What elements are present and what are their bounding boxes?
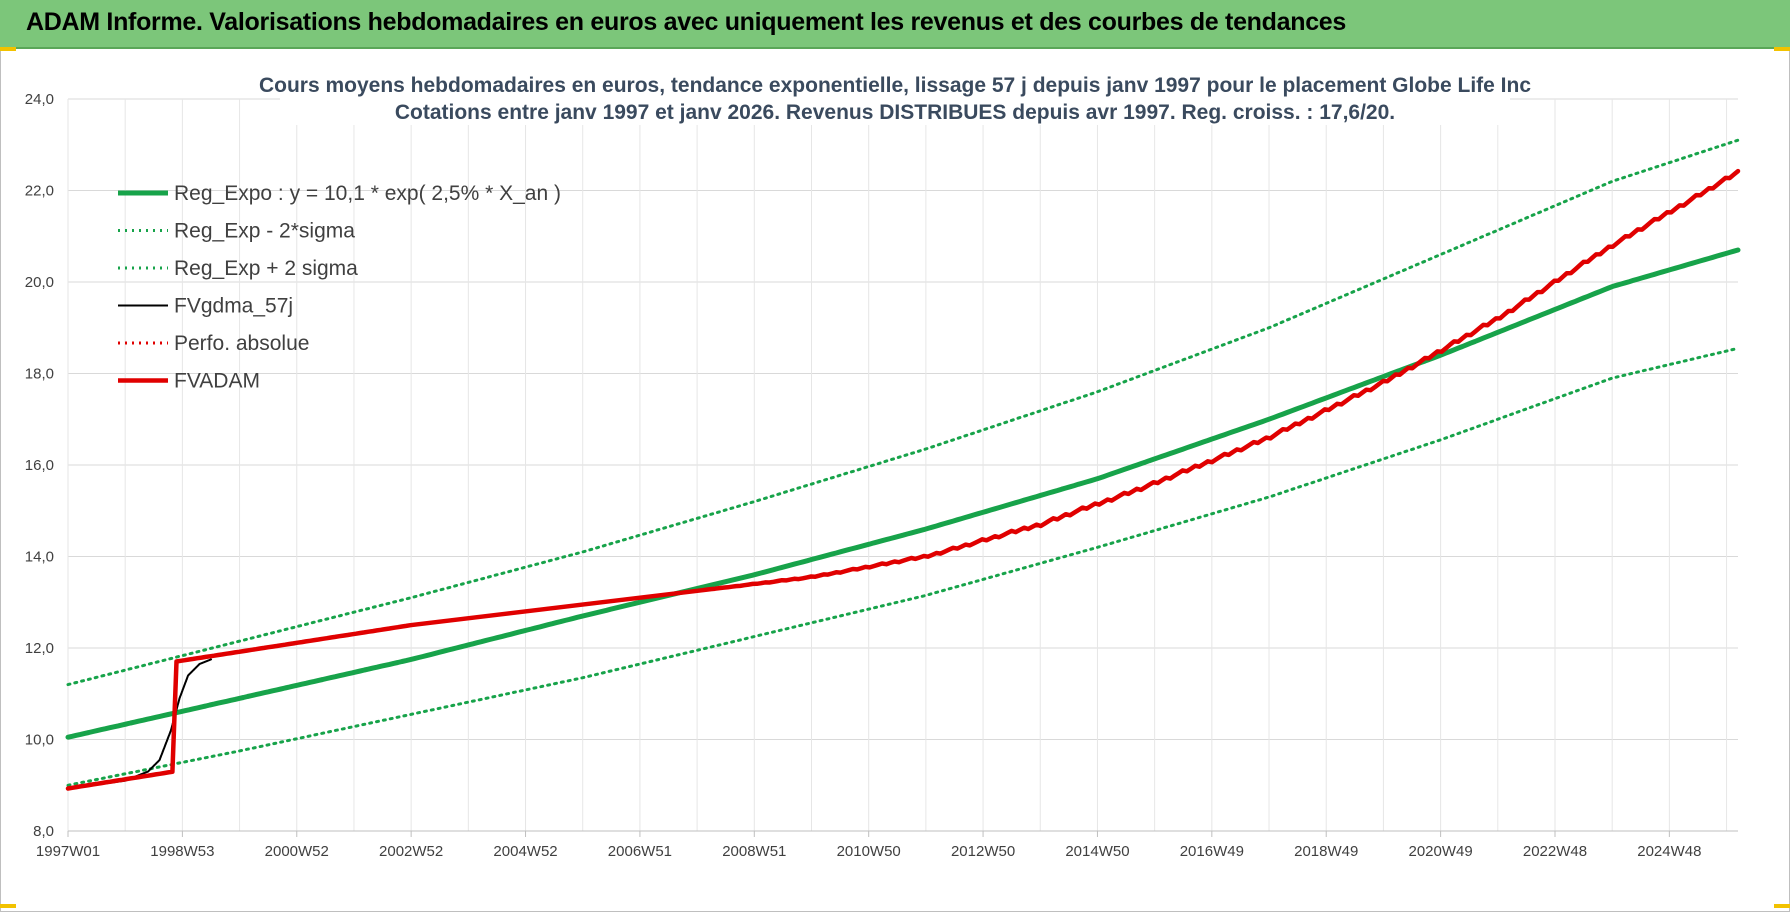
- x-tick-label: 2016W49: [1180, 843, 1244, 860]
- legend-label-1: Reg_Exp - 2*sigma: [174, 220, 355, 243]
- chart-series: [65, 138, 1741, 791]
- chart-grid: [67, 98, 1738, 832]
- series-line-1: [66, 346, 1740, 787]
- x-tick-label: 2020W49: [1408, 843, 1472, 860]
- corner-marker-left: [0, 47, 16, 51]
- y-axis-ticks: 8,0 10,0 12,0 14,0 16,0 18,0 20,0 22,0 24,0: [25, 91, 54, 840]
- y-tick-label: 14,0: [25, 549, 54, 566]
- legend-label-2: Reg_Exp + 2 sigma: [174, 257, 358, 280]
- x-axis-ticks: 1997W01 1998W53 2000W52 2002W52 2004W52 2006W…: [36, 831, 1701, 860]
- x-tick-label: 2006W51: [608, 843, 672, 860]
- y-tick-label: 12,0: [25, 640, 54, 657]
- series-line-5: [65, 168, 1741, 791]
- x-tick-label: 1997W01: [36, 843, 100, 860]
- x-tick-label: 2018W49: [1294, 843, 1358, 860]
- legend-label-0: Reg_Expo : y = 10,1 * exp( 2,5% * X_an ): [174, 182, 561, 205]
- x-tick-label: 2002W52: [379, 843, 443, 860]
- title-background: [280, 67, 1510, 125]
- corner-marker-bottom-right: [1774, 904, 1790, 908]
- y-tick-label: 8,0: [33, 823, 54, 840]
- series-line-0: [65, 247, 1741, 740]
- chart-title: Cours moyens hebdomadaires en euros, ten…: [259, 74, 1531, 97]
- legend-label-3: FVgdma_57j: [174, 295, 293, 318]
- y-tick-label: 22,0: [25, 183, 54, 200]
- corner-marker-right: [1774, 47, 1790, 51]
- y-tick-label: 10,0: [25, 732, 54, 749]
- x-tick-label: 2004W52: [493, 843, 557, 860]
- y-tick-label: 20,0: [25, 274, 54, 291]
- x-tick-label: 1998W53: [150, 843, 214, 860]
- y-tick-label: 18,0: [25, 366, 54, 383]
- chart-legend: Reg_Expo : y = 10,1 * exp( 2,5% * X_an )…: [118, 182, 561, 393]
- x-tick-label: 2024W48: [1637, 843, 1701, 860]
- corner-marker-bottom-left: [0, 904, 16, 908]
- chart-subtitle: Cotations entre janv 1997 et janv 2026. …: [395, 101, 1395, 124]
- chart-area: 8,0 10,0 12,0 14,0 16,0 18,0 20,0 22,0 24,0 1997…: [25, 67, 1741, 860]
- legend-label-4: Perfo. absolue: [174, 332, 309, 355]
- x-tick-label: 2000W52: [265, 843, 329, 860]
- y-tick-label: 24,0: [25, 91, 54, 108]
- x-tick-label: 2010W50: [837, 843, 901, 860]
- x-tick-label: 2022W48: [1523, 843, 1587, 860]
- y-tick-label: 16,0: [25, 457, 54, 474]
- series-line-2: [66, 138, 1740, 687]
- report-banner: ADAM Informe. Valorisations hebdomadaire…: [0, 0, 1790, 49]
- report-title: ADAM Informe. Valorisations hebdomadaire…: [26, 8, 1347, 36]
- x-tick-label: 2012W50: [951, 843, 1015, 860]
- x-tick-label: 2008W51: [722, 843, 786, 860]
- legend-label-5: FVADAM: [174, 370, 260, 393]
- x-tick-label: 2014W50: [1065, 843, 1129, 860]
